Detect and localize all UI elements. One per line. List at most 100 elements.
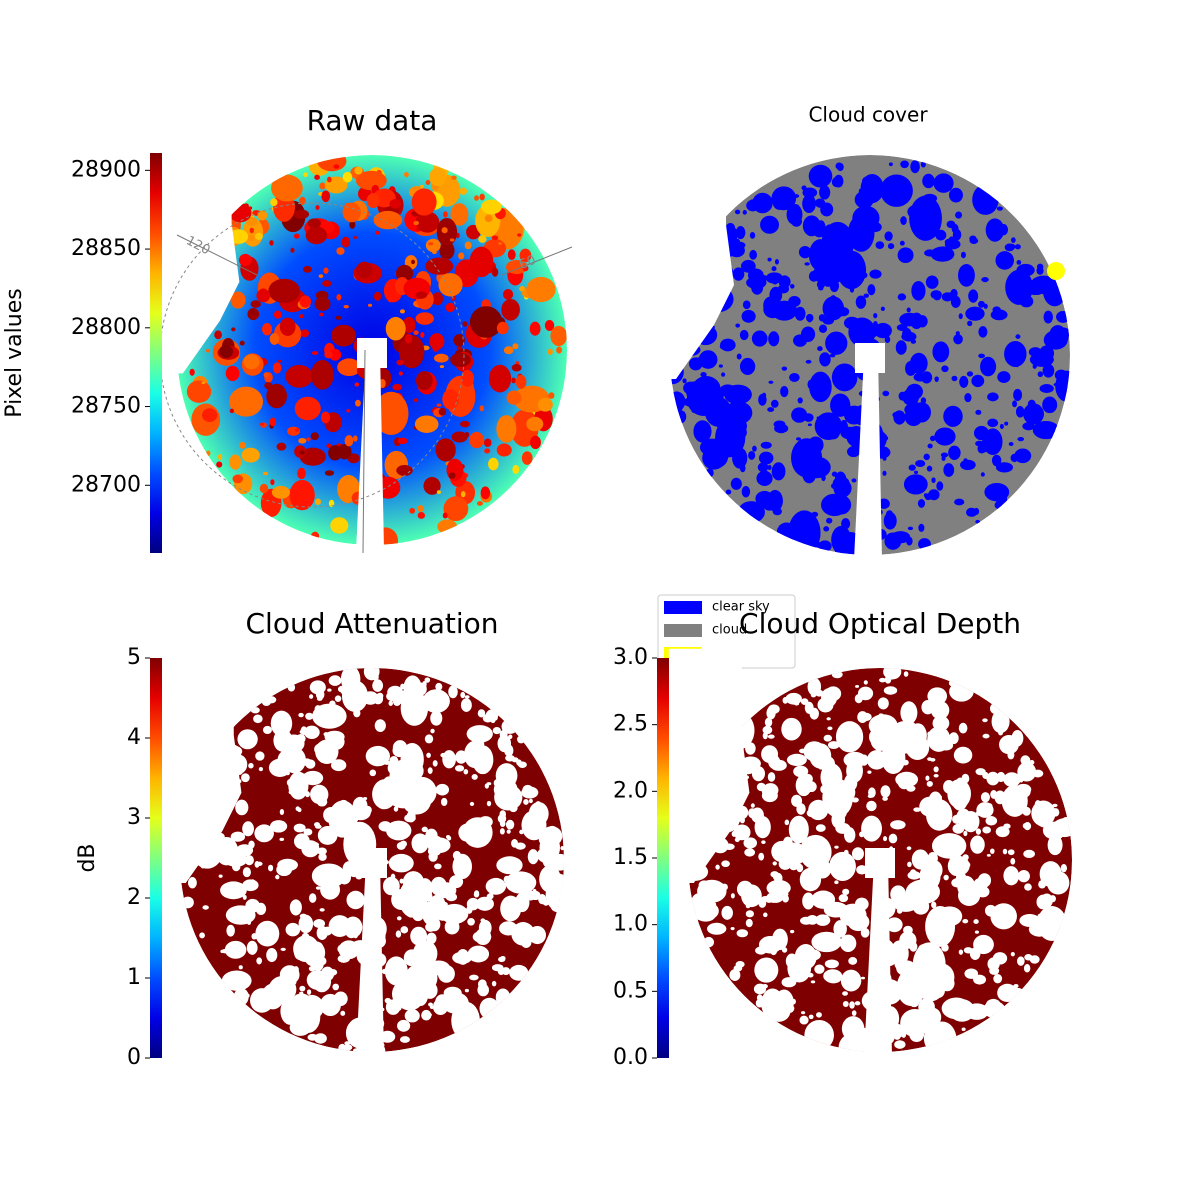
sky-blob bbox=[253, 714, 263, 724]
sky-blob bbox=[930, 700, 950, 720]
sky-blob bbox=[785, 953, 799, 969]
sky-blob bbox=[319, 874, 329, 885]
sky-blob bbox=[755, 998, 764, 1008]
sky-blob bbox=[933, 766, 939, 773]
sky-blob bbox=[995, 826, 1010, 838]
sky-blob bbox=[526, 416, 544, 432]
sky-blob bbox=[760, 215, 779, 234]
sky-blob bbox=[773, 875, 779, 880]
sky-blob bbox=[335, 315, 342, 320]
sky-blob bbox=[261, 694, 272, 707]
sky-blob bbox=[277, 359, 282, 363]
sky-blob bbox=[307, 218, 321, 229]
sky-blob bbox=[875, 241, 885, 250]
sky-blob bbox=[816, 1012, 822, 1018]
sky-blob bbox=[511, 364, 522, 372]
colorbar-tick-label: 2.5 bbox=[613, 712, 648, 737]
sky-blob bbox=[270, 198, 278, 207]
sky-blob bbox=[938, 740, 954, 751]
sky-blob bbox=[772, 861, 777, 866]
sky-blob bbox=[311, 863, 346, 889]
sky-blob bbox=[243, 354, 260, 370]
sky-blob bbox=[923, 453, 930, 461]
sky-blob bbox=[299, 295, 312, 308]
sky-blob bbox=[320, 966, 335, 982]
sky-blob bbox=[869, 730, 880, 744]
sky-blob bbox=[469, 306, 503, 338]
sky-blob bbox=[496, 415, 517, 443]
sky-blob bbox=[352, 796, 368, 815]
sky-blob bbox=[873, 312, 878, 319]
sky-blob bbox=[757, 462, 769, 473]
sky-blob bbox=[906, 846, 912, 851]
sky-blob bbox=[507, 249, 516, 261]
sky-blob bbox=[251, 933, 258, 940]
sky-blob bbox=[697, 879, 727, 903]
sky-blob bbox=[314, 1033, 327, 1044]
sky-blob bbox=[238, 965, 243, 970]
sky-blob bbox=[341, 236, 351, 248]
sky-blob bbox=[933, 173, 954, 193]
sky-blob bbox=[277, 858, 298, 872]
sky-blob bbox=[319, 957, 327, 965]
sky-blob bbox=[768, 380, 774, 384]
sky-blob bbox=[952, 814, 963, 824]
sky-blob bbox=[987, 392, 999, 402]
sky-blob bbox=[749, 249, 757, 260]
mask-region bbox=[157, 135, 240, 374]
sky-blob bbox=[506, 895, 514, 903]
sky-blob bbox=[961, 810, 980, 833]
sky-blob bbox=[910, 869, 917, 876]
sky-blob bbox=[373, 291, 382, 301]
sky-blob bbox=[294, 945, 306, 960]
sky-blob bbox=[250, 310, 255, 315]
sky-blob bbox=[851, 797, 859, 803]
sky-blob bbox=[396, 464, 413, 476]
sky-blob bbox=[823, 526, 830, 532]
sky-blob bbox=[262, 471, 269, 476]
sky-blob bbox=[300, 726, 308, 736]
sky-blob bbox=[807, 423, 812, 427]
mask-center bbox=[357, 338, 387, 368]
sky-blob bbox=[407, 911, 413, 918]
sky-blob bbox=[827, 741, 840, 749]
sky-blob bbox=[477, 983, 489, 997]
sky-blob bbox=[216, 461, 223, 468]
sky-blob bbox=[550, 900, 564, 913]
sky-blob bbox=[779, 308, 791, 320]
sky-blob bbox=[296, 1000, 321, 1033]
sky-blob bbox=[869, 222, 882, 233]
sky-blob bbox=[241, 773, 250, 783]
sky-blob bbox=[968, 289, 979, 303]
sky-blob bbox=[725, 489, 732, 495]
sky-blob bbox=[398, 334, 425, 369]
sky-blob bbox=[1039, 345, 1055, 362]
sky-blob bbox=[705, 468, 714, 478]
sky-blob bbox=[1016, 263, 1035, 277]
sky-blob bbox=[350, 1021, 355, 1028]
sky-blob bbox=[781, 717, 802, 741]
sky-blob bbox=[250, 300, 261, 308]
sky-blob bbox=[826, 517, 833, 524]
sky-blob bbox=[354, 166, 363, 175]
sky-blob bbox=[731, 830, 737, 837]
sky-blob bbox=[469, 246, 494, 278]
sky-blob bbox=[439, 365, 445, 369]
sky-blob bbox=[500, 907, 505, 912]
colorbar-tick-label: 0.0 bbox=[613, 1045, 648, 1070]
colorbar bbox=[150, 153, 162, 553]
sky-blob bbox=[402, 786, 432, 815]
sky-blob bbox=[780, 386, 789, 398]
sky-blob bbox=[480, 486, 491, 500]
sky-blob bbox=[768, 331, 780, 347]
sky-blob bbox=[373, 210, 403, 230]
sky-blob bbox=[333, 164, 340, 169]
sky-blob bbox=[1014, 361, 1020, 368]
sky-blob bbox=[506, 829, 511, 834]
sky-blob bbox=[342, 1044, 353, 1051]
sky-blob bbox=[931, 901, 937, 909]
sky-blob bbox=[799, 834, 832, 870]
sky-blob bbox=[987, 418, 999, 428]
sky-blob bbox=[374, 719, 386, 733]
sky-blob bbox=[464, 241, 472, 250]
